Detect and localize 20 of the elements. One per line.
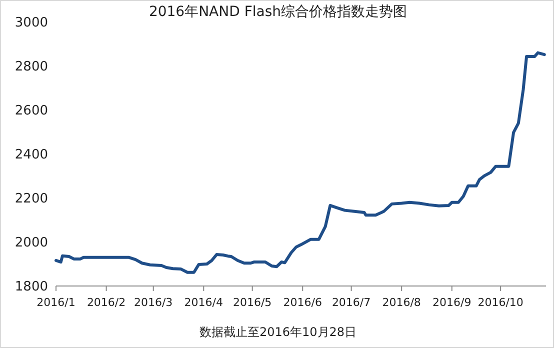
x-tick-label: 2016/7 [332,296,371,309]
x-tick-label: 2016/9 [432,296,472,309]
x-tick-label: 2016/6 [283,296,322,309]
x-tick-label: 2016/8 [382,296,421,309]
y-tick-label: 2200 [14,192,48,207]
x-tick-label: 2016/3 [134,296,173,309]
x-tick-label: 2016/10 [478,296,524,309]
chart-title: 2016年NAND Flash综合价格指数走势图 [148,4,408,20]
y-tick-label: 2600 [14,104,48,119]
x-tick-label: 2016/2 [86,296,126,309]
text: 数据截止至2016年10月28日 [199,325,357,339]
y-tick-label: 2000 [14,236,48,251]
y-tick-label: 2800 [14,60,48,75]
y-tick-label: 2400 [14,148,48,163]
x-tick-label: 2016/4 [184,296,223,309]
x-tick-label: 2016/1 [36,296,76,309]
y-tick-label: 3000 [14,16,48,31]
y-tick-label: 1800 [14,280,48,295]
x-tick-label: 2016/5 [232,296,272,309]
line-series [54,51,546,274]
